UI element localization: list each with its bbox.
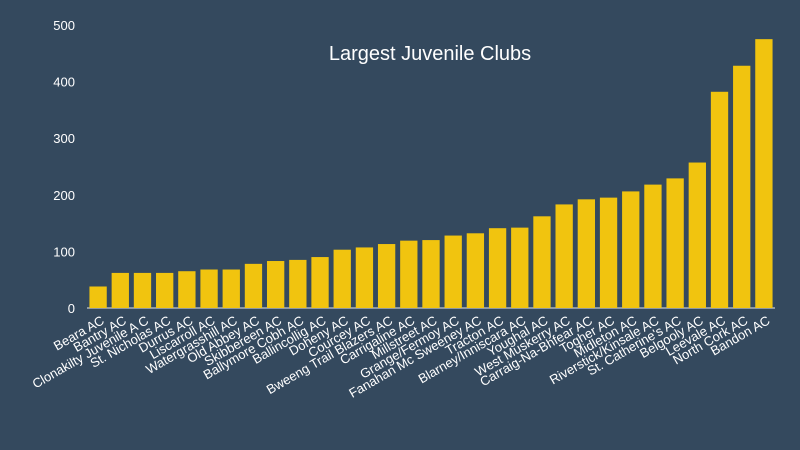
bar xyxy=(733,65,751,308)
bar xyxy=(200,269,218,308)
bar xyxy=(289,259,307,308)
bar xyxy=(755,39,773,309)
bar xyxy=(266,261,285,308)
bar xyxy=(466,233,485,308)
y-axis: 0 100 200 300 400 500 xyxy=(53,18,75,316)
bar xyxy=(488,228,507,308)
bar xyxy=(222,269,240,308)
bar xyxy=(355,247,374,308)
bar xyxy=(577,199,596,308)
bar xyxy=(710,91,729,309)
bar xyxy=(622,191,640,308)
bar xyxy=(422,240,440,308)
bar xyxy=(688,162,706,308)
chart-title: Largest Juvenile Clubs xyxy=(329,43,531,65)
bar xyxy=(89,286,107,308)
y-tick-label: 400 xyxy=(53,75,75,90)
y-tick-label: 300 xyxy=(53,131,75,146)
bar xyxy=(244,263,263,308)
bar xyxy=(599,197,618,308)
y-tick-label: 100 xyxy=(53,244,75,259)
bar xyxy=(333,249,351,308)
bar xyxy=(511,227,529,308)
bar xyxy=(555,204,573,308)
bar-series xyxy=(89,39,773,309)
bar xyxy=(666,178,684,308)
y-tick-label: 200 xyxy=(53,188,75,203)
bar xyxy=(178,271,196,308)
y-tick-label: 500 xyxy=(53,18,75,33)
bar xyxy=(311,257,329,308)
bar xyxy=(111,272,129,308)
bar xyxy=(644,184,662,308)
bar xyxy=(156,272,174,308)
bar xyxy=(133,272,152,308)
y-tick-label: 0 xyxy=(68,301,75,316)
bar xyxy=(400,240,418,308)
bar xyxy=(533,216,551,308)
bar xyxy=(377,244,396,308)
bar xyxy=(444,235,462,308)
